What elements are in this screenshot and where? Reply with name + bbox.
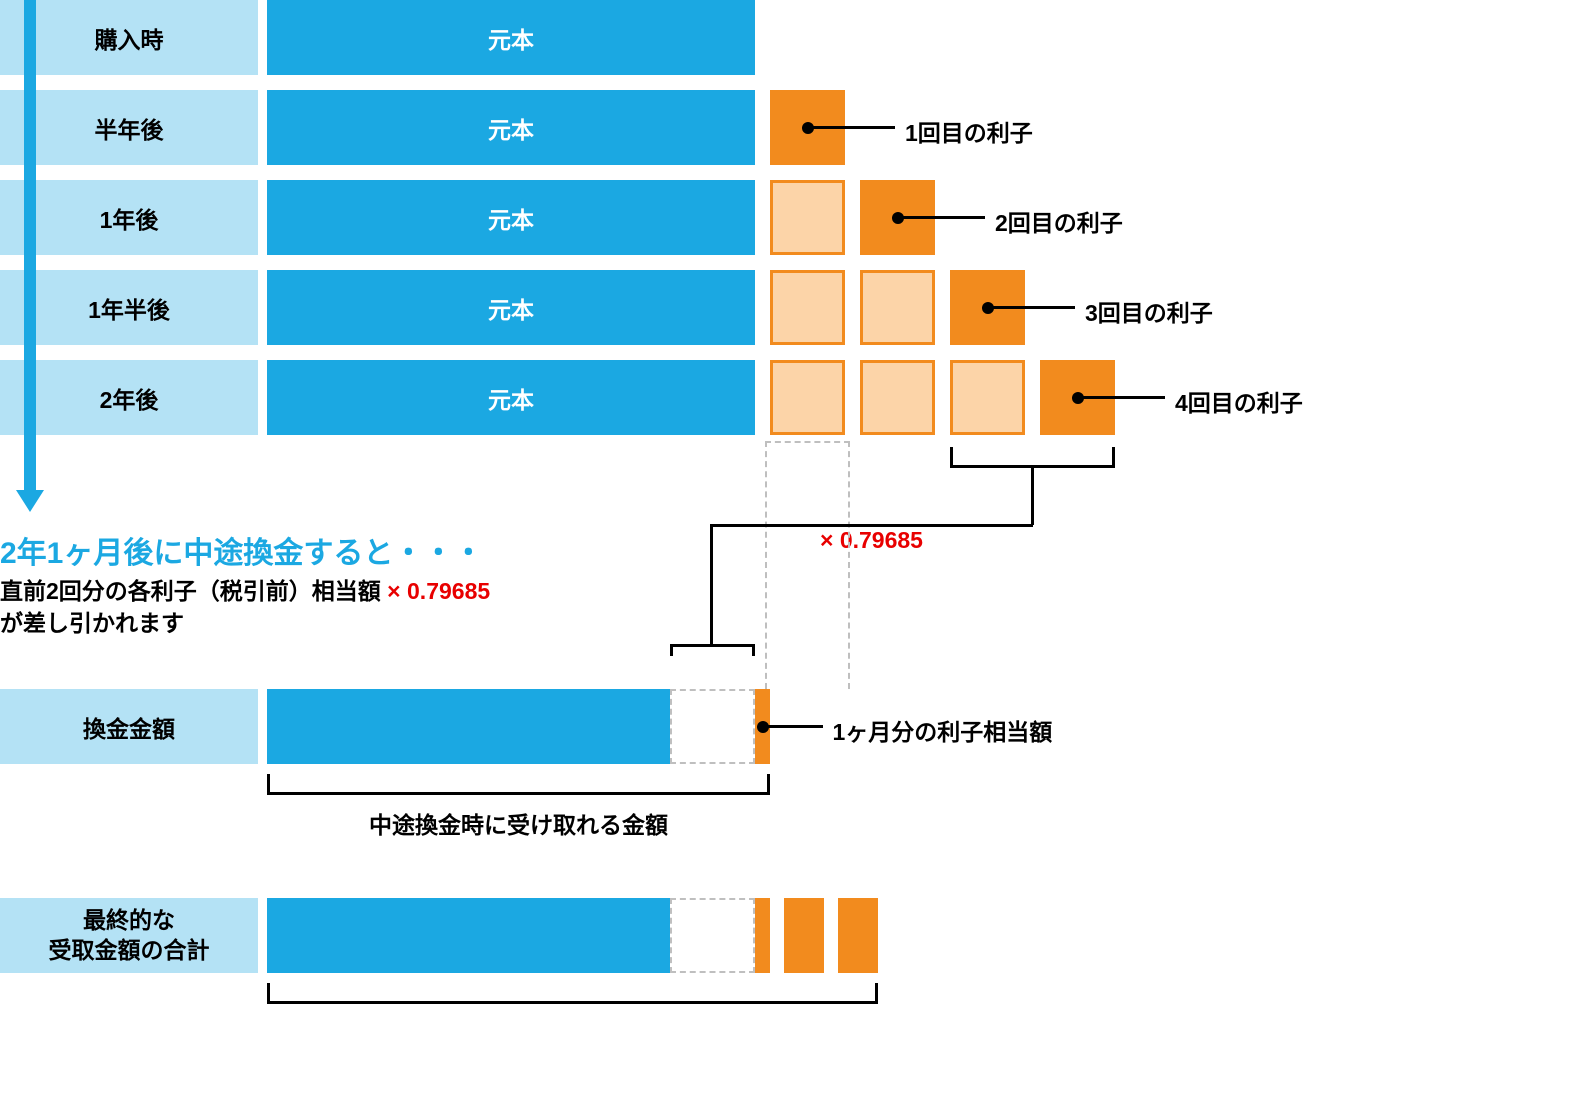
final-deducted-box <box>670 898 755 973</box>
final-interest-2 <box>784 898 824 973</box>
interest-callout: 4回目の利子 <box>1175 384 1303 418</box>
cashout-bracket-r <box>767 774 770 792</box>
callout-line <box>808 126 896 129</box>
deducted-interest-trace <box>765 441 850 689</box>
principal-bar: 元本 <box>267 90 755 165</box>
time-label: 1年半後 <box>0 270 258 345</box>
past-interest-box <box>770 270 845 345</box>
cashout-deducted-box <box>670 689 755 764</box>
final-interest-3 <box>838 898 878 973</box>
time-label: 2年後 <box>0 360 258 435</box>
connector-bracket-top <box>670 644 755 647</box>
past-interest-box <box>770 360 845 435</box>
cashout-principal <box>267 689 670 764</box>
final-bracket-r <box>875 983 878 1001</box>
cashout-bracket-l <box>267 774 270 792</box>
principal-bar: 元本 <box>267 360 755 435</box>
time-label: 1年後 <box>0 180 258 255</box>
callout-line <box>1078 396 1166 399</box>
cashout-label: 換金金額 <box>0 689 258 764</box>
callout-line <box>988 306 1076 309</box>
penalty-bracket-r <box>1112 447 1115 465</box>
penalty-line-2: が差し引かれます <box>0 604 184 638</box>
timeline-arrow-shaft <box>24 0 36 492</box>
connector-bracket-l <box>670 644 673 656</box>
time-label: 購入時 <box>0 0 258 75</box>
penalty-bracket-stem <box>1031 465 1034 525</box>
penalty-bracket-l <box>950 447 953 465</box>
penalty-line-1: 直前2回分の各利子（税引前）相当額 × 0.79685 <box>0 572 490 606</box>
past-interest-box <box>860 270 935 345</box>
final-bracket-h <box>267 1001 878 1004</box>
cashout-under-label: 中途換金時に受け取れる金額 <box>369 806 669 840</box>
final-principal <box>267 898 670 973</box>
final-label: 最終的な受取金額の合計 <box>0 898 258 973</box>
cashout-bracket-h <box>267 792 770 795</box>
interest-callout: 3回目の利子 <box>1085 294 1213 328</box>
time-label: 半年後 <box>0 90 258 165</box>
one-month-callout: 1ヶ月分の利子相当額 <box>833 713 1053 747</box>
interest-callout: 2回目の利子 <box>995 204 1123 238</box>
callout-line <box>763 725 823 728</box>
past-interest-box <box>770 180 845 255</box>
principal-bar: 元本 <box>267 270 755 345</box>
principal-bar: 元本 <box>267 180 755 255</box>
final-interest-1 <box>755 898 770 973</box>
connector-h <box>710 524 1033 527</box>
past-interest-box <box>950 360 1025 435</box>
timeline-arrow-head <box>16 490 44 512</box>
final-bracket-l <box>267 983 270 1001</box>
past-interest-box <box>860 360 935 435</box>
scenario-heading: 2年1ヶ月後に中途換金すると・・・ <box>0 528 483 572</box>
callout-line <box>898 216 986 219</box>
principal-bar: 元本 <box>267 0 755 75</box>
connector-bracket-r <box>752 644 755 656</box>
interest-callout: 1回目の利子 <box>905 114 1033 148</box>
connector-v <box>710 525 713 644</box>
